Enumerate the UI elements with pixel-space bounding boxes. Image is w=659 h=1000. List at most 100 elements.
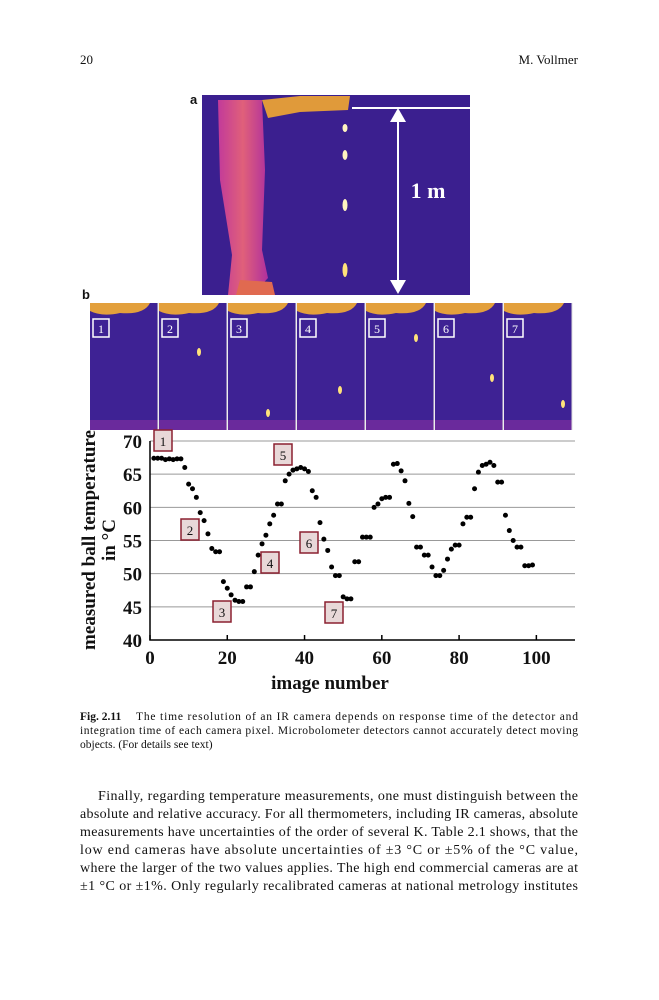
data-point (425, 552, 431, 558)
data-point (290, 467, 296, 473)
frame-label: 3 (236, 322, 242, 336)
panel-label: a (190, 92, 198, 107)
thermal-ball (197, 348, 201, 356)
y-tick-label: 45 (123, 598, 142, 619)
y-axis-label: measured ball temperature (79, 430, 100, 650)
thermal-hand (90, 303, 150, 315)
data-point (332, 573, 338, 579)
frame-label-box (437, 318, 455, 338)
thermal-strip: 1 2 3 4 5 6 7 (90, 303, 573, 430)
data-point (151, 455, 157, 461)
annotation-box (260, 551, 280, 574)
annotation-box (212, 600, 232, 623)
x-tick-label: 60 (372, 648, 391, 669)
thermal-frame (366, 303, 434, 430)
data-point (286, 471, 292, 477)
data-point (506, 528, 512, 534)
x-tick-label: 80 (450, 648, 469, 669)
data-point (464, 514, 470, 520)
thermal-image-a (202, 95, 470, 295)
data-point (483, 461, 489, 467)
data-point (186, 481, 192, 487)
data-point (197, 510, 203, 516)
data-point (491, 463, 497, 469)
frame-label-box (299, 318, 317, 338)
frame-label-box (506, 318, 524, 338)
annotation-box (273, 443, 293, 466)
annotation: 1 (160, 434, 167, 449)
thermal-floor (159, 420, 227, 430)
annotation-box (299, 531, 319, 554)
data-point (522, 563, 528, 569)
data-point (174, 456, 180, 462)
data-point (278, 501, 284, 507)
frame-label: 6 (443, 322, 449, 336)
data-point (178, 456, 184, 462)
data-point (325, 547, 331, 553)
data-point (182, 465, 188, 471)
frame-label: 1 (98, 322, 104, 336)
data-point (406, 500, 412, 506)
data-point (209, 545, 215, 551)
thermal-frame (504, 303, 572, 430)
data-point (363, 534, 369, 540)
axis (149, 441, 575, 641)
frame-label: 5 (374, 322, 380, 336)
thermal-ball (266, 409, 270, 417)
frame-label-box (161, 318, 179, 338)
body-line: where the larger of the two values appli… (80, 861, 578, 876)
caption-line: objects. (For details see text) (80, 739, 213, 751)
data-point (220, 579, 226, 585)
data-point (356, 559, 362, 565)
scale-label: 1 m (411, 178, 446, 203)
annotation: 2 (187, 523, 194, 538)
data-point (383, 494, 389, 500)
y-tick-label: 50 (123, 565, 142, 586)
data-point (340, 594, 346, 600)
data-point (313, 494, 319, 500)
frame-label: 2 (167, 322, 173, 336)
page-number: 20 (80, 52, 93, 67)
annotation: 3 (219, 605, 226, 620)
thermal-frame (435, 303, 503, 430)
data-point (460, 521, 466, 527)
data-point (348, 596, 354, 602)
annotation-box (180, 518, 200, 541)
data-point (410, 514, 416, 520)
panel-label: b (82, 287, 90, 302)
data-point (367, 534, 373, 540)
annotation-box (153, 429, 173, 452)
thermal-floor (297, 420, 365, 430)
thermal-hand (159, 303, 219, 315)
annotation: 6 (306, 536, 313, 551)
data-point (502, 512, 508, 518)
data-point (170, 457, 176, 463)
data-point (452, 542, 458, 548)
data-point (414, 544, 420, 550)
data-point (456, 542, 462, 548)
data-point (275, 501, 280, 507)
data-point (475, 469, 481, 475)
thermal-floor (504, 420, 572, 430)
data-point (437, 573, 443, 579)
data-point (379, 496, 385, 502)
y-tick-label: 60 (123, 498, 142, 519)
thermal-ball (561, 400, 565, 408)
thermal-ball (338, 386, 342, 394)
thermal-floor (435, 420, 503, 430)
body-line: ±1 °C or ±1%. Only regularly recalibrate… (80, 879, 578, 894)
running-head: M. Vollmer (519, 52, 579, 67)
data-point (336, 573, 342, 579)
y-axis-label: in °C (99, 519, 120, 561)
data-point (518, 544, 524, 550)
data-point (514, 544, 520, 550)
thermal-floor (228, 420, 296, 430)
data-point (298, 465, 304, 471)
thermal-floor (366, 420, 434, 430)
data-point (402, 478, 408, 484)
data-point (417, 544, 423, 550)
frame-label-box (230, 318, 248, 338)
frame-label-box (368, 318, 386, 338)
